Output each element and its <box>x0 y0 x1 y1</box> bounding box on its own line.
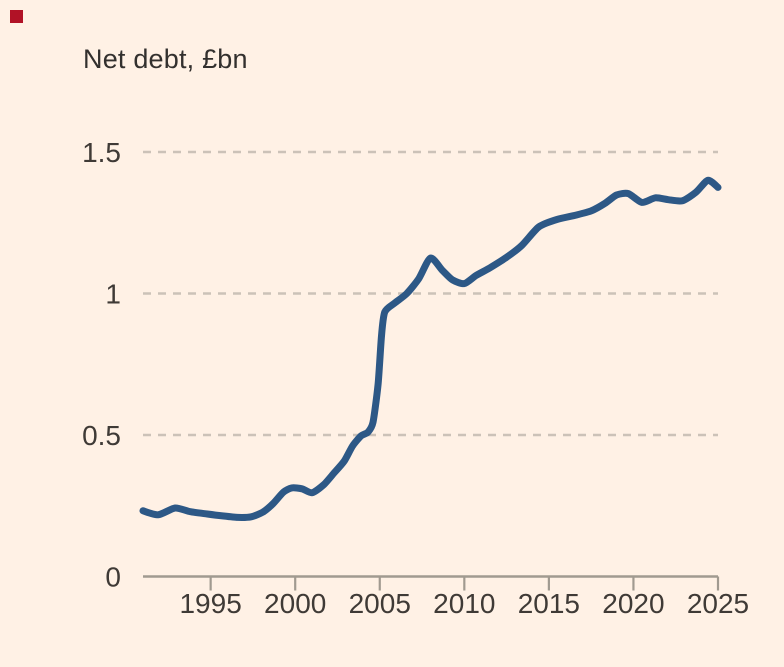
y-axis-label-1: 1 <box>105 279 121 310</box>
x-axis-label-1995: 1995 <box>179 588 241 619</box>
chart-title: Net debt, £bn <box>83 44 248 74</box>
y-axis-label-1.5: 1.5 <box>82 137 121 168</box>
y-axis-label-0: 0 <box>105 562 121 593</box>
series-line-net-debt <box>139 176 722 521</box>
x-axis-label-2005: 2005 <box>349 588 411 619</box>
red-square-mark <box>10 10 23 23</box>
y-axis-label-0.5: 0.5 <box>82 420 121 451</box>
x-axis-label-2025: 2025 <box>687 588 749 619</box>
x-axis-label-2015: 2015 <box>518 588 580 619</box>
x-axis-label-2010: 2010 <box>433 588 495 619</box>
x-axis-label-2020: 2020 <box>602 588 664 619</box>
x-axis-label-2000: 2000 <box>264 588 326 619</box>
